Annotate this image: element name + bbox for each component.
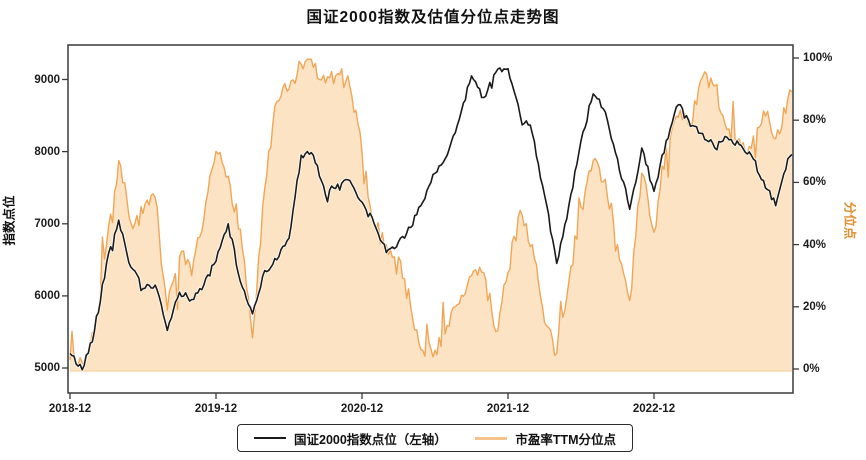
- legend-pe-line-sample-icon: [475, 436, 508, 440]
- right-axis-tick-label: 40%: [803, 238, 827, 251]
- x-axis-tick-label: 2022-12: [632, 403, 676, 415]
- legend: 国证2000指数点位（左轴） 市盈率TTM分位点: [237, 424, 633, 452]
- x-axis-tick-label: 2019-12: [194, 403, 238, 415]
- right-axis-tick-label: 0%: [803, 363, 820, 375]
- legend-item-pe: 市盈率TTM分位点: [475, 429, 616, 448]
- legend-index-line-sample-icon: [254, 437, 286, 439]
- right-axis-tick-label: 80%: [803, 114, 827, 127]
- right-axis-tick-label: 100%: [803, 52, 833, 64]
- x-axis-tick-label: 2020-12: [340, 403, 384, 415]
- right-axis-title: 分位点: [842, 201, 857, 240]
- right-axis-tick-label: 20%: [803, 300, 827, 313]
- pe-percentile-line: [69, 58, 793, 365]
- left-axis-title: 指数点位: [2, 195, 17, 246]
- x-axis-tick-label: 2018-12: [48, 403, 92, 415]
- legend-item-index: 国证2000指数点位（左轴）: [254, 429, 447, 448]
- legend-index-label: 国证2000指数点位（左轴）: [294, 432, 447, 447]
- x-axis-tick-label: 2021-12: [486, 403, 530, 415]
- left-axis-tick-label: 7000: [34, 217, 60, 230]
- left-axis-tick-label: 5000: [34, 362, 60, 374]
- index-line: [69, 67, 793, 371]
- page-title: 国证2000指数及估值分位点走势图: [306, 9, 560, 26]
- left-axis-tick-label: 6000: [34, 289, 60, 302]
- left-axis-tick-label: 9000: [34, 73, 60, 86]
- legend-pe-label: 市盈率TTM分位点: [515, 432, 616, 447]
- pe-percentile-area: [70, 59, 792, 371]
- plot-frame: [67, 44, 794, 394]
- right-axis-tick-label: 60%: [803, 176, 827, 189]
- left-axis-tick-label: 8000: [34, 145, 60, 158]
